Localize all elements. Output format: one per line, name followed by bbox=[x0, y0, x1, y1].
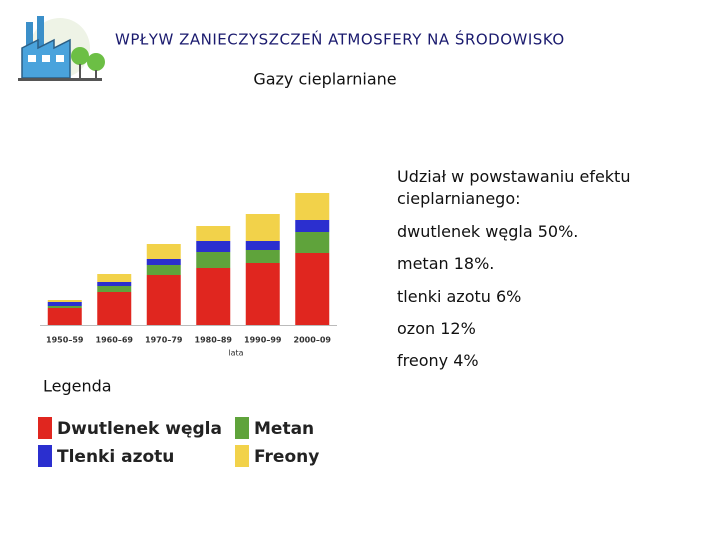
bar-segment bbox=[295, 232, 330, 253]
slide-subtitle: Gazy cieplarniane bbox=[253, 70, 396, 89]
bar-segment bbox=[97, 274, 132, 282]
bar-segment bbox=[245, 263, 280, 325]
window bbox=[28, 55, 36, 62]
bar-segment bbox=[196, 252, 231, 268]
text-line: metan 18%. bbox=[397, 254, 495, 273]
trunk bbox=[79, 64, 81, 78]
legend-label: Tlenki azotu bbox=[57, 447, 174, 467]
bar-segment bbox=[196, 268, 231, 325]
bar-segment bbox=[97, 292, 132, 325]
legend-label: Dwutlenek węgla bbox=[57, 419, 222, 439]
legend-label: Metan bbox=[254, 419, 314, 439]
bar-segment bbox=[146, 265, 181, 275]
bar-segment bbox=[196, 241, 231, 252]
bar-segment bbox=[47, 300, 82, 302]
bar-segment bbox=[295, 220, 330, 232]
tree bbox=[71, 47, 89, 65]
bar-segment bbox=[245, 250, 280, 263]
x-tick-label: 1990–99 bbox=[244, 336, 282, 345]
legend-swatch bbox=[235, 445, 249, 467]
x-tick-label: 1970–79 bbox=[145, 336, 183, 345]
bar-segment bbox=[146, 275, 181, 325]
chimney bbox=[26, 22, 33, 48]
bar-segment bbox=[295, 193, 330, 220]
bar-segment bbox=[97, 286, 132, 292]
tree bbox=[87, 53, 105, 71]
text-line: ozon 12% bbox=[397, 319, 476, 338]
legend-swatch bbox=[38, 417, 52, 439]
window bbox=[56, 55, 64, 62]
text-line: tlenki azotu 6% bbox=[397, 287, 522, 306]
legend-title: Legenda bbox=[43, 377, 112, 396]
legend-swatch bbox=[38, 445, 52, 467]
trunk bbox=[95, 70, 97, 78]
bar-segment bbox=[146, 244, 181, 259]
text-line: Udział w powstawaniu efektu cieplarniane… bbox=[397, 167, 631, 208]
legend-label: Freony bbox=[254, 447, 319, 467]
text-line: freony 4% bbox=[397, 351, 479, 370]
x-tick-label: 2000–09 bbox=[294, 336, 332, 345]
bar-segment bbox=[97, 282, 132, 286]
x-tick-label: 1960–69 bbox=[96, 336, 134, 345]
x-tick-label: 1950–59 bbox=[46, 336, 84, 345]
slide-title: WPŁYW ZANIECZYSZCZEŃ ATMOSFERY NA ŚRODOW… bbox=[115, 30, 565, 49]
bar-segment bbox=[146, 259, 181, 265]
bar-segment bbox=[245, 214, 280, 241]
bar-segment bbox=[295, 253, 330, 325]
bar-segment bbox=[47, 302, 82, 306]
chimney bbox=[37, 16, 44, 48]
bar-segment bbox=[47, 306, 82, 308]
x-tick-label: 1980–89 bbox=[195, 336, 233, 345]
bar-segment bbox=[245, 241, 280, 250]
bar-segment bbox=[47, 308, 82, 325]
factory-icon bbox=[18, 16, 105, 81]
legend-swatch bbox=[235, 417, 249, 439]
bar-segment bbox=[196, 226, 231, 241]
window bbox=[42, 55, 50, 62]
text-line: dwutlenek węgla 50%. bbox=[397, 222, 579, 241]
x-axis-label: lata bbox=[228, 349, 243, 358]
ground bbox=[18, 78, 102, 81]
chart: 1950–59 1960–69 1970–79 1980–89 1990–99 2000–… bbox=[38, 193, 337, 467]
